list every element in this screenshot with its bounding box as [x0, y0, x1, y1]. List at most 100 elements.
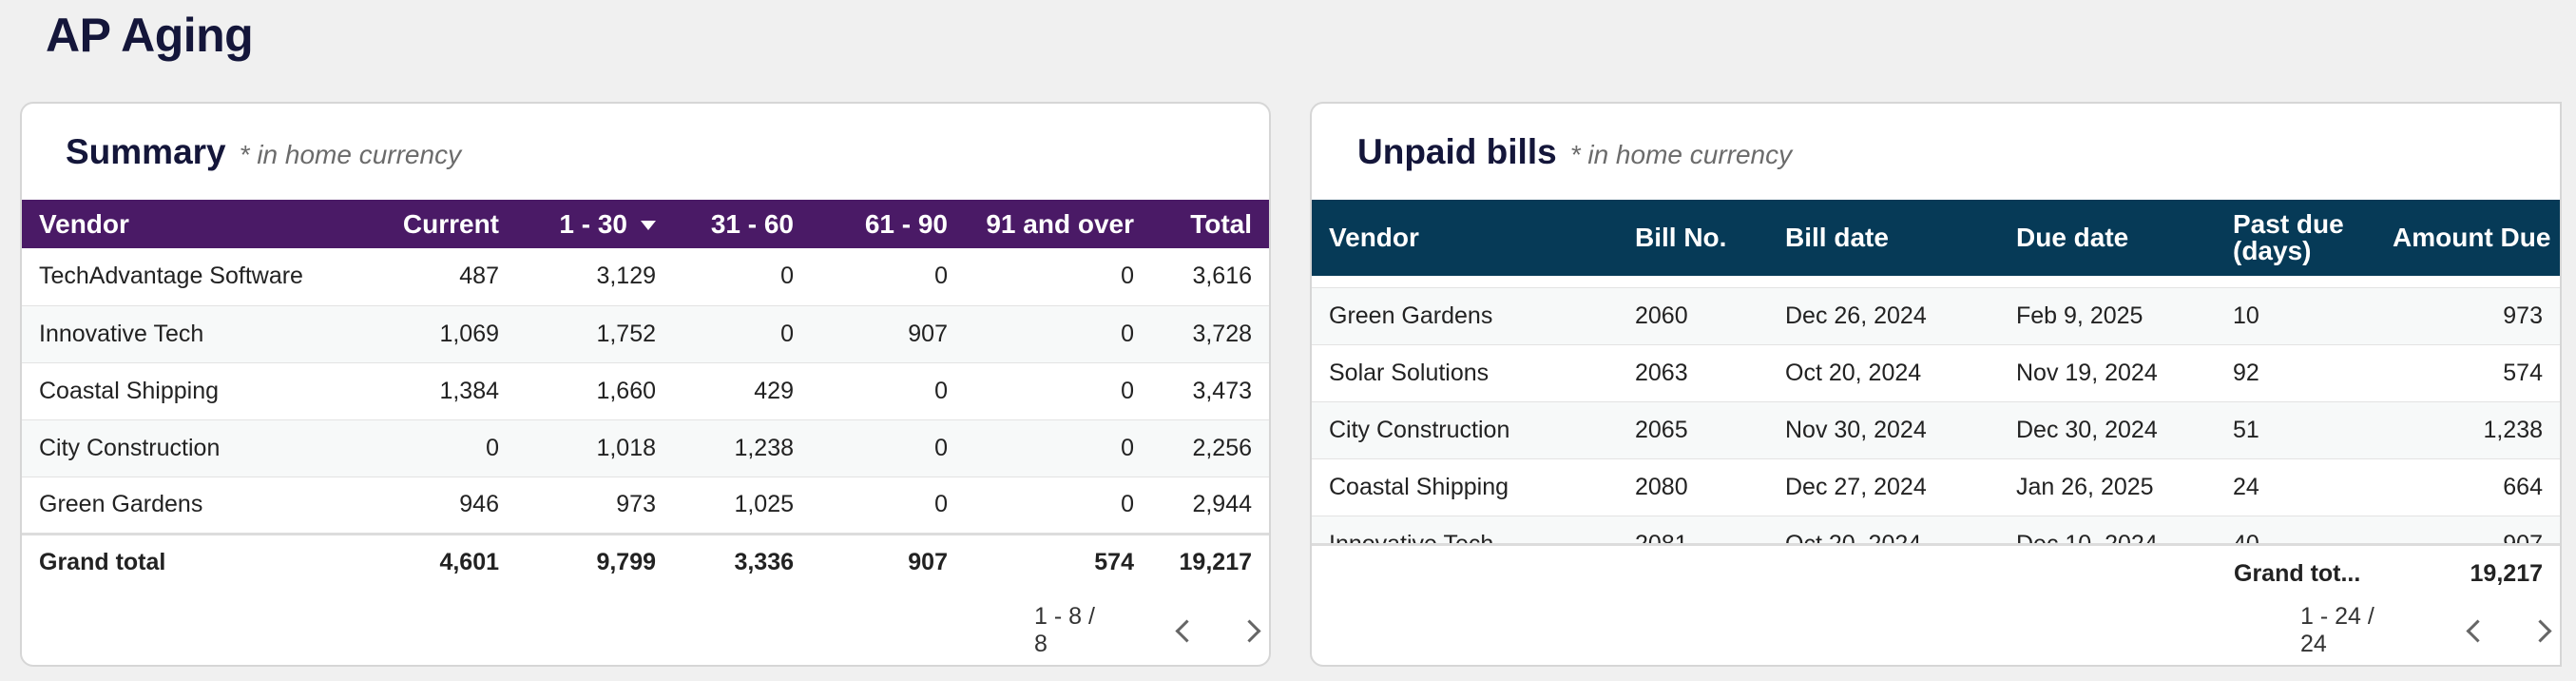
past-due-cell: 40: [2216, 516, 2375, 543]
column-header-due-date[interactable]: Due date: [2016, 223, 2129, 252]
amount-cell: 946: [326, 477, 516, 535]
table-row[interactable]: Innovative Tech 1,069 1,752 0 907 0 3,728: [22, 305, 1269, 363]
amount-cell: 0: [811, 248, 965, 306]
column-header-current[interactable]: Current: [402, 208, 499, 239]
grand-total-cell: 19,217: [1151, 532, 1269, 591]
grand-total-label: Grand tot...: [2234, 560, 2361, 587]
table-row[interactable]: Green Gardens 2060 Dec 26, 2024 Feb 9, 2025…: [1312, 287, 2560, 345]
amount-due-cell: 574: [2375, 344, 2560, 402]
column-header-past-due[interactable]: Past due (days): [2233, 209, 2344, 265]
table-row[interactable]: City Construction 2065 Nov 30, 2024 Dec 30,…: [1312, 401, 2560, 459]
summary-table: Vendor Current 1 - 30 31 - 60 61 - 90 91…: [22, 200, 1269, 591]
bills-scroll-area[interactable]: Vendor Bill No. Bill date Due date Past …: [1312, 200, 2560, 546]
column-header-61-90[interactable]: 61 - 90: [864, 208, 948, 239]
amount-cell: 0: [326, 419, 516, 477]
amount-cell: 1,069: [326, 305, 516, 363]
bills-header: Unpaid bills * in home currency: [1357, 132, 1792, 189]
column-header-1-30[interactable]: 1 - 30: [516, 200, 673, 248]
summary-subtitle: * in home currency: [239, 140, 462, 169]
column-header-bill-date[interactable]: Bill date: [1785, 223, 1889, 252]
table-row[interactable]: TechAdvantage Software 487 3,129 0 0 0 3,616: [22, 248, 1269, 306]
column-header-amount-due[interactable]: Amount Due: [2393, 223, 2551, 252]
column-header-91-over[interactable]: 91 and over: [986, 208, 1134, 239]
past-due-cell: 24: [2216, 458, 2375, 516]
bills-title: Unpaid bills: [1357, 132, 1557, 171]
amount-cell: 0: [965, 419, 1151, 477]
previous-page-button[interactable]: [1168, 613, 1201, 648]
bills-subtitle: * in home currency: [1569, 140, 1793, 169]
amount-cell: 0: [965, 305, 1151, 363]
vendor-cell: Green Gardens: [22, 477, 326, 535]
due-date-cell: Feb 9, 2025: [1999, 287, 2216, 345]
grand-total-cell: 9,799: [516, 532, 673, 591]
bill-no-cell: 2065: [1618, 401, 1768, 459]
pager-range: 1 - 24 / 24: [2300, 603, 2374, 657]
amount-cell: 3,129: [516, 248, 673, 306]
grand-total-label: Grand total: [22, 532, 326, 591]
column-header-vendor[interactable]: Vendor: [39, 208, 129, 239]
pager-range: 1 - 8 / 8: [1034, 603, 1095, 657]
amount-cell: 0: [965, 362, 1151, 420]
vendor-cell: Solar Solutions: [1312, 344, 1618, 402]
table-row[interactable]: Green Gardens 946 973 1,025 0 0 2,944: [22, 477, 1269, 535]
previous-page-button[interactable]: [2459, 613, 2491, 648]
amount-due-cell: 973: [2375, 287, 2560, 345]
amount-cell: 1,660: [516, 362, 673, 420]
bills-table: Vendor Bill No. Bill date Due date Past …: [1312, 200, 2560, 543]
due-date-cell: Dec 10, 2024: [1999, 516, 2216, 543]
amount-due-cell: 907: [2375, 516, 2560, 543]
bill-no-cell: 2060: [1618, 287, 1768, 345]
amount-cell: 973: [516, 477, 673, 535]
amount-cell: 0: [673, 305, 811, 363]
amount-cell: 907: [811, 305, 965, 363]
amount-cell: 0: [811, 477, 965, 535]
table-row[interactable]: Innovative Tech 2081 Oct 20, 2024 Dec 10, 2…: [1312, 516, 2560, 543]
amount-due-cell: 664: [2375, 458, 2560, 516]
bill-date-cell: Dec 26, 2024: [1768, 287, 1999, 345]
bill-date-cell: Oct 20, 2024: [1768, 516, 1999, 543]
next-page-button[interactable]: [2528, 613, 2560, 648]
chevron-right-icon: [2528, 618, 2552, 643]
vendor-cell: Coastal Shipping: [1312, 458, 1618, 516]
amount-cell: 2,944: [1151, 477, 1269, 535]
table-row[interactable]: Coastal Shipping 1,384 1,660 429 0 0 3,473: [22, 362, 1269, 420]
amount-cell: 1,018: [516, 419, 673, 477]
amount-cell: 1,752: [516, 305, 673, 363]
chevron-left-icon: [1175, 618, 1199, 643]
column-header-bill-no[interactable]: Bill No.: [1635, 223, 1727, 252]
next-page-button[interactable]: [1237, 613, 1269, 648]
vendor-cell: Coastal Shipping: [22, 362, 326, 420]
vendor-cell: City Construction: [1312, 401, 1618, 459]
amount-cell: 429: [673, 362, 811, 420]
amount-cell: 0: [811, 362, 965, 420]
bills-pager: 1 - 24 / 24: [2300, 602, 2560, 659]
amount-cell: 0: [811, 419, 965, 477]
amount-due-cell: 1,238: [2375, 401, 2560, 459]
column-header-vendor[interactable]: Vendor: [1329, 223, 1419, 252]
chevron-right-icon: [1238, 618, 1261, 643]
grand-total-cell: 907: [811, 532, 965, 591]
vendor-cell: TechAdvantage Software: [22, 248, 326, 306]
bill-no-cell: 2080: [1618, 458, 1768, 516]
table-row-spacer: [1312, 276, 2560, 288]
summary-header: Summary * in home currency: [66, 132, 461, 189]
due-date-cell: Nov 19, 2024: [1999, 344, 2216, 402]
grand-total-value: 19,217: [2470, 560, 2543, 587]
past-due-cell: 92: [2216, 344, 2375, 402]
amount-cell: 3,616: [1151, 248, 1269, 306]
amount-cell: 1,384: [326, 362, 516, 420]
summary-header-row: Vendor Current 1 - 30 31 - 60 61 - 90 91…: [22, 200, 1269, 248]
grand-total-cell: 574: [965, 532, 1151, 591]
table-row[interactable]: Coastal Shipping 2080 Dec 27, 2024 Jan 26, …: [1312, 458, 2560, 516]
amount-cell: 2,256: [1151, 419, 1269, 477]
table-row[interactable]: Solar Solutions 2063 Oct 20, 2024 Nov 19, 2…: [1312, 344, 2560, 402]
grand-total-cell: 3,336: [673, 532, 811, 591]
column-header-total[interactable]: Total: [1190, 208, 1252, 239]
past-due-cell: 10: [2216, 287, 2375, 345]
column-header-1-30-label: 1 - 30: [559, 208, 627, 239]
table-row[interactable]: City Construction 0 1,018 1,238 0 0 2,256: [22, 419, 1269, 477]
summary-grand-total-row: Grand total 4,601 9,799 3,336 907 574 19…: [22, 532, 1269, 591]
column-header-31-60[interactable]: 31 - 60: [710, 208, 794, 239]
amount-cell: 1,025: [673, 477, 811, 535]
bills-grand-total-row: Grand tot... 19,217: [1312, 547, 2560, 604]
